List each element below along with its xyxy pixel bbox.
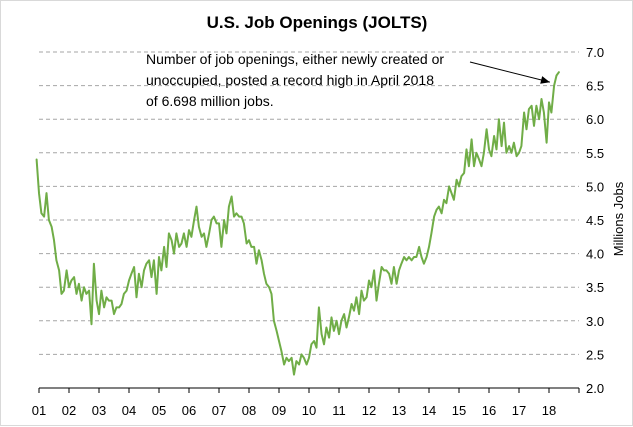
- x-tick-label-12: 12: [362, 403, 376, 418]
- y-tick-label-3.5: 3.5: [586, 280, 604, 295]
- x-tick-label-09: 09: [272, 403, 286, 418]
- series-line-job-openings: [35, 71, 560, 376]
- y-tick-label-4.5: 4.5: [586, 213, 604, 228]
- x-tick-labels: 01 02 03 04 05 06 07 08 09 10 11 12 13 14 15 16 17 18: [32, 403, 556, 418]
- annotation: Number of job openings, either newly cre…: [146, 51, 551, 109]
- series-layer: [35, 71, 560, 376]
- annotation-line-1: Number of job openings, either newly cre…: [146, 51, 444, 67]
- x-tick-label-14: 14: [422, 403, 436, 418]
- annotation-arrowhead: [540, 76, 550, 84]
- y-tick-label-5.0: 5.0: [586, 179, 604, 194]
- x-tick-label-06: 06: [182, 403, 196, 418]
- y-tick-label-7.0: 7.0: [586, 45, 604, 60]
- y-tick-label-6.0: 6.0: [586, 112, 604, 127]
- y-tick-label-2.5: 2.5: [586, 347, 604, 362]
- x-tick-label-01: 01: [32, 403, 46, 418]
- y-tick-label-2.0: 2.0: [586, 381, 604, 396]
- y-tick-labels: 2.0 2.5 3.0 3.5 4.0 4.5 5.0 5.5 6.0 6.5 7.0: [586, 45, 604, 396]
- y-tick-label-6.5: 6.5: [586, 79, 604, 94]
- x-tick-label-17: 17: [512, 403, 526, 418]
- x-tick-label-04: 04: [122, 403, 136, 418]
- x-tick-label-11: 11: [332, 403, 346, 418]
- x-tick-label-08: 08: [242, 403, 256, 418]
- x-tick-label-15: 15: [452, 403, 466, 418]
- annotation-arrow-line: [469, 61, 551, 83]
- x-tick-label-18: 18: [542, 403, 556, 418]
- annotation-line-2: unoccupied, posted a record high in Apri…: [146, 72, 434, 88]
- chart-title: U.S. Job Openings (JOLTS): [207, 13, 428, 32]
- y-tick-label-5.5: 5.5: [586, 146, 604, 161]
- axes: [38, 387, 580, 393]
- x-tick-label-13: 13: [392, 403, 406, 418]
- grid-lines: [39, 51, 579, 355]
- y-axis-title: Millions Jobs: [611, 181, 626, 256]
- y-tick-label-4.0: 4.0: [586, 247, 604, 262]
- annotation-line-3: of 6.698 million jobs.: [146, 93, 274, 109]
- y-tick-label-3.0: 3.0: [586, 314, 604, 329]
- x-tick-label-07: 07: [212, 403, 226, 418]
- x-tick-label-03: 03: [92, 403, 106, 418]
- x-tick-label-10: 10: [302, 403, 316, 418]
- x-tick-label-05: 05: [152, 403, 166, 418]
- x-tick-label-16: 16: [482, 403, 496, 418]
- x-tick-label-02: 02: [62, 403, 76, 418]
